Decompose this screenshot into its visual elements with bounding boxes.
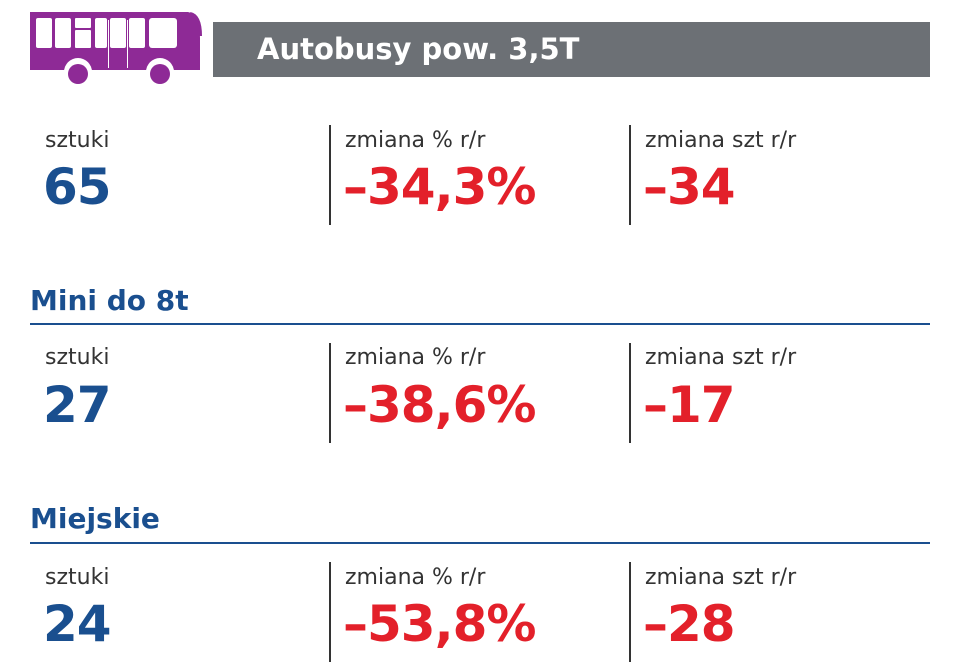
divider bbox=[629, 125, 631, 225]
abs-change-value: –17 bbox=[643, 376, 736, 434]
pct-change-value: –53,8% bbox=[343, 595, 536, 653]
section-line bbox=[30, 323, 930, 325]
units-value: 65 bbox=[43, 158, 112, 216]
bus-icon bbox=[30, 12, 202, 86]
divider bbox=[329, 343, 331, 443]
units-label: sztuki bbox=[45, 128, 110, 153]
divider bbox=[629, 343, 631, 443]
pct-change-label: zmiana % r/r bbox=[345, 565, 486, 590]
abs-change-value: –28 bbox=[643, 595, 736, 653]
units-value: 24 bbox=[43, 595, 112, 653]
pct-change-label: zmiana % r/r bbox=[345, 128, 486, 153]
divider bbox=[329, 125, 331, 225]
section-title: Miejskie bbox=[30, 502, 160, 535]
pct-change-value: –34,3% bbox=[343, 158, 536, 216]
units-value: 27 bbox=[43, 376, 112, 434]
abs-change-label: zmiana szt r/r bbox=[645, 345, 797, 370]
divider bbox=[629, 562, 631, 662]
units-label: sztuki bbox=[45, 345, 110, 370]
pct-change-value: –38,6% bbox=[343, 376, 536, 434]
abs-change-label: zmiana szt r/r bbox=[645, 128, 797, 153]
section-title: Mini do 8t bbox=[30, 284, 189, 317]
pct-change-label: zmiana % r/r bbox=[345, 345, 486, 370]
abs-change-label: zmiana szt r/r bbox=[645, 565, 797, 590]
page-title: Autobusy pow. 3,5T bbox=[257, 32, 580, 66]
divider bbox=[329, 562, 331, 662]
section-line bbox=[30, 542, 930, 544]
units-label: sztuki bbox=[45, 565, 110, 590]
header-bar: Autobusy pow. 3,5T bbox=[213, 22, 930, 77]
abs-change-value: –34 bbox=[643, 158, 736, 216]
